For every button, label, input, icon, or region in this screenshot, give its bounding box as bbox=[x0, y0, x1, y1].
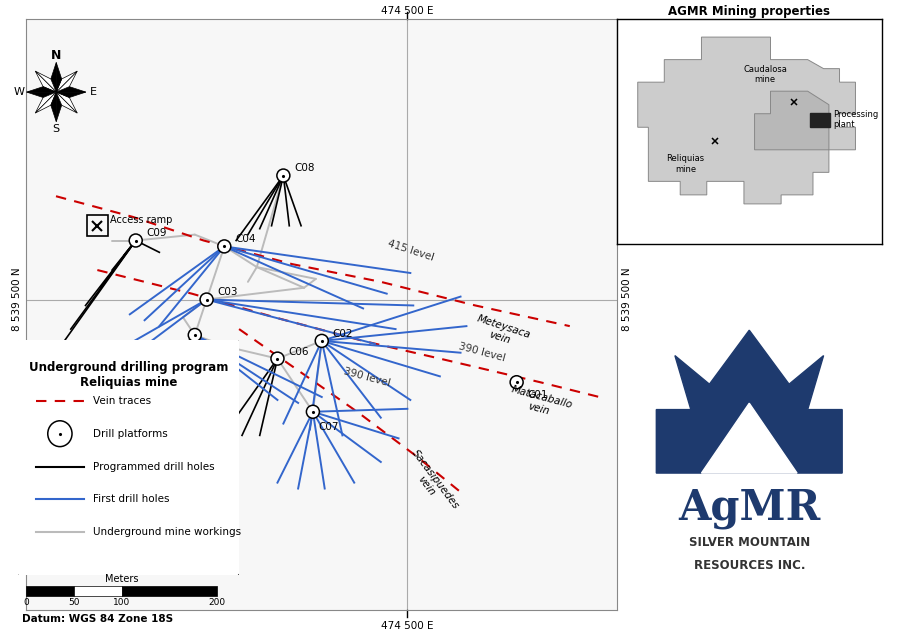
Polygon shape bbox=[754, 91, 829, 150]
Text: N: N bbox=[51, 49, 61, 62]
Text: 0: 0 bbox=[23, 598, 29, 607]
Polygon shape bbox=[56, 71, 77, 92]
Text: 50: 50 bbox=[68, 598, 79, 607]
Text: AgMR: AgMR bbox=[678, 487, 821, 529]
Polygon shape bbox=[56, 86, 86, 92]
Circle shape bbox=[510, 376, 523, 389]
Text: Drill platforms: Drill platforms bbox=[93, 429, 167, 439]
Text: 100: 100 bbox=[112, 598, 130, 607]
Circle shape bbox=[200, 293, 213, 306]
Text: Programmed drill holes: Programmed drill holes bbox=[93, 462, 214, 472]
Text: Vein traces: Vein traces bbox=[93, 396, 151, 406]
Text: RESOURCES INC.: RESOURCES INC. bbox=[694, 559, 805, 572]
Text: S: S bbox=[53, 124, 59, 134]
Circle shape bbox=[48, 421, 72, 446]
Text: C04: C04 bbox=[235, 234, 256, 244]
Polygon shape bbox=[35, 71, 56, 92]
Circle shape bbox=[130, 234, 142, 247]
Polygon shape bbox=[656, 330, 842, 473]
Text: C06: C06 bbox=[288, 347, 309, 356]
Text: Meteysaca
vein: Meteysaca vein bbox=[472, 313, 532, 351]
Polygon shape bbox=[56, 71, 77, 92]
Text: Underground mine workings: Underground mine workings bbox=[93, 528, 241, 537]
Polygon shape bbox=[50, 92, 56, 122]
Polygon shape bbox=[56, 62, 62, 92]
Text: 415 level: 415 level bbox=[387, 239, 436, 263]
Text: C09: C09 bbox=[147, 229, 166, 238]
Polygon shape bbox=[27, 92, 56, 98]
Text: C05: C05 bbox=[162, 343, 183, 353]
Polygon shape bbox=[701, 403, 797, 473]
Polygon shape bbox=[56, 92, 77, 113]
Text: C02: C02 bbox=[332, 329, 353, 339]
Text: Underground drilling program
Reliquias mine: Underground drilling program Reliquias m… bbox=[29, 361, 228, 389]
Text: Access ramp: Access ramp bbox=[111, 215, 173, 225]
Circle shape bbox=[306, 405, 319, 418]
Text: C01: C01 bbox=[527, 391, 548, 400]
Polygon shape bbox=[35, 92, 56, 113]
Circle shape bbox=[188, 328, 202, 342]
Text: W: W bbox=[14, 87, 25, 97]
Circle shape bbox=[271, 352, 284, 365]
Text: E: E bbox=[89, 87, 96, 97]
Text: C03: C03 bbox=[217, 288, 238, 297]
Title: AGMR Mining properties: AGMR Mining properties bbox=[668, 5, 830, 18]
FancyBboxPatch shape bbox=[16, 337, 240, 577]
Polygon shape bbox=[27, 86, 56, 92]
Polygon shape bbox=[638, 37, 855, 204]
Text: Caudalosa
mine: Caudalosa mine bbox=[743, 65, 788, 84]
Text: C08: C08 bbox=[294, 163, 314, 173]
Text: Processing
plant: Processing plant bbox=[832, 110, 878, 129]
Polygon shape bbox=[50, 62, 56, 92]
Text: 8 539 500 N: 8 539 500 N bbox=[622, 268, 632, 331]
Circle shape bbox=[315, 335, 328, 347]
Polygon shape bbox=[35, 92, 56, 113]
Circle shape bbox=[277, 169, 290, 182]
Text: 390 level: 390 level bbox=[342, 366, 392, 389]
Text: First drill holes: First drill holes bbox=[93, 495, 169, 504]
Text: Matacaballo
vein: Matacaballo vein bbox=[507, 384, 573, 422]
Polygon shape bbox=[56, 92, 77, 113]
Text: 474 500 E: 474 500 E bbox=[381, 6, 434, 16]
Text: 390 level: 390 level bbox=[457, 342, 507, 364]
Polygon shape bbox=[56, 92, 86, 98]
Text: Reliquias
mine: Reliquias mine bbox=[667, 154, 705, 174]
Text: 474 500 E: 474 500 E bbox=[381, 622, 434, 631]
Polygon shape bbox=[35, 71, 56, 92]
Text: Sacasipuedes
vein: Sacasipuedes vein bbox=[400, 448, 461, 518]
Text: 200: 200 bbox=[208, 598, 225, 607]
Text: SILVER MOUNTAIN: SILVER MOUNTAIN bbox=[688, 537, 810, 549]
Polygon shape bbox=[56, 92, 62, 122]
Text: 8 539 500 N: 8 539 500 N bbox=[12, 268, 22, 331]
Bar bbox=[810, 112, 830, 127]
Text: C07: C07 bbox=[319, 422, 339, 432]
Text: Meters: Meters bbox=[104, 573, 139, 584]
Text: Datum: WGS 84 Zone 18S: Datum: WGS 84 Zone 18S bbox=[22, 614, 174, 624]
Circle shape bbox=[218, 240, 230, 253]
